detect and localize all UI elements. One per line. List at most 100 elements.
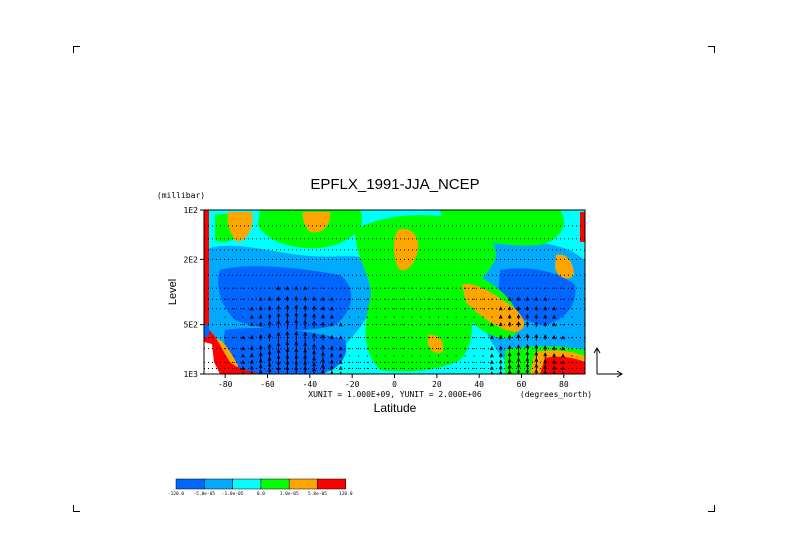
vector-dot [473,287,475,289]
flux-vector [534,296,539,301]
vector-dot [473,298,475,300]
vector-dot [571,287,573,289]
colorbar-swatch [175,478,205,490]
flux-vector [249,359,254,365]
flux-vector [507,314,512,320]
vector-dot [269,287,271,289]
vector-dot [455,337,457,339]
flux-vector [241,371,245,374]
vector-dot [446,337,449,339]
vector-dot [224,316,226,318]
vector-dot [411,337,413,339]
vector-dot [446,316,449,318]
vector-dot [429,298,431,300]
flux-vector [516,305,521,311]
vector-dot [402,298,404,300]
vector-dot [411,287,413,289]
colorbar-label: 5.0e-05 [308,491,327,497]
flux-vector [498,345,503,351]
flux-vector [276,331,281,343]
vector-dot [429,347,431,350]
vector-dot [446,367,449,370]
vector-dot [242,308,244,310]
vector-dot [357,308,360,310]
vector-dot [429,287,431,289]
vector-dot [473,337,475,339]
vector-dot [393,287,395,289]
vector-dot [562,298,564,300]
vector-dot [393,361,395,364]
flux-vector [498,365,503,371]
flux-vector [489,353,494,358]
flux-vector [241,353,245,358]
vector-dot [446,324,449,326]
vector-dot [322,287,324,289]
contour-pos-weak [440,210,564,246]
flux-vector [338,365,343,371]
vector-dot [455,355,457,357]
vector-dot [455,287,457,289]
flux-vector [258,321,263,327]
vector-dot [411,324,413,326]
y-tick-label: 1E2 [184,206,199,215]
vector-dot [553,298,555,300]
vector-dot [482,324,484,326]
flux-vector [276,319,281,329]
vector-dot [366,287,369,289]
flux-vector [552,353,556,358]
vector-dot [429,324,431,326]
flux-vector [249,334,254,340]
flux-vector [329,352,334,358]
flux-vector [534,333,539,341]
vector-dot [446,308,449,310]
flux-vector [552,334,556,340]
vector-dot [402,337,404,339]
vector-dot [420,324,422,326]
flux-vector [338,359,343,365]
vector-dot [491,298,493,300]
vector-dot [366,347,369,350]
vector-dot [349,337,351,339]
vector-dot [224,308,226,310]
vector-dot [349,347,351,350]
vector-dot [357,287,360,289]
flux-vector [276,304,281,312]
vector-dot [464,367,466,370]
vector-dot [571,298,573,300]
flux-vector [489,322,494,327]
vector-dot [437,324,440,326]
flux-vector [276,296,281,302]
flux-vector [498,352,503,358]
flux-vector [329,345,334,351]
chart-title: EPFLX_1991-JJA_NCEP [310,176,479,193]
flux-vector [543,352,548,359]
x-units-label: (degrees_north) [520,390,592,399]
flux-vector [543,334,548,340]
vector-dot [375,355,377,357]
flux-vector [498,306,503,311]
vector-dot [384,308,386,310]
contour-pos-strong [580,212,585,242]
vector-dot [375,324,377,326]
vector-dot [526,287,529,289]
vector-dot [313,287,315,289]
corner-mark-bottom-left [73,505,80,512]
vector-dot [455,298,457,300]
vector-dot [446,298,449,300]
vector-dot [393,337,395,339]
flux-vector [312,367,316,374]
vector-dot [464,337,466,339]
vector-dot [482,355,484,357]
x-tick-label: 40 [474,380,484,389]
vector-dot [464,298,466,300]
vector-dot [429,308,431,310]
flux-vector [525,313,530,320]
flux-vector [321,305,325,311]
flux-vector [525,296,530,301]
vector-dot [357,298,360,300]
flux-vector [489,335,494,340]
vector-dot [357,367,360,370]
vector-dot [411,347,413,350]
flux-vector [303,319,308,329]
flux-vector [489,359,494,365]
